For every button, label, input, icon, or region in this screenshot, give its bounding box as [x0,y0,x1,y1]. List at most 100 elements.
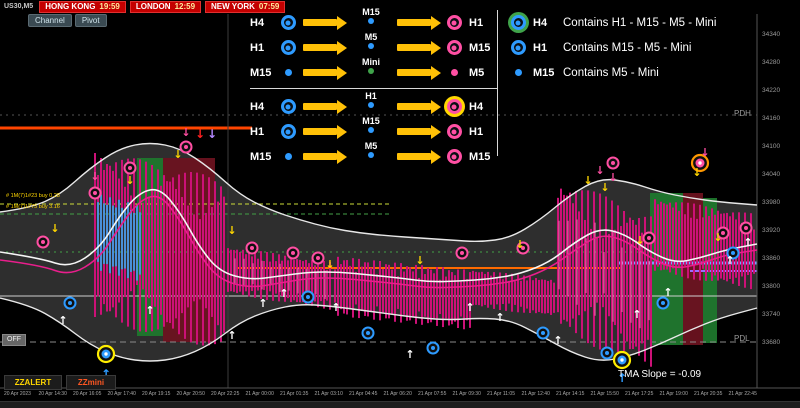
timeframe-from-label: H1 [250,125,265,138]
timeframe-legend: H4 M15 H1 H1 M5 M15 M15 Mini M5 H4 H1 H4 H1 M15 H1 M15 M… [250,7,795,168]
timeframe-from-label: H4 [250,16,265,29]
time-axis-label: 20 Apr 22:25 [211,391,240,397]
up-arrow-icon: ↑ [663,286,672,299]
down-arrow-icon: ↓ [713,231,722,244]
legend-contains-row: H1 Contains M15 - M5 - Mini [506,35,794,60]
arrow-right-icon [303,103,337,110]
clock-city-label: HONG KONG [45,2,96,11]
time-axis-label: 21 Apr 07:55 [418,391,447,397]
time-axis-label: 20 Apr 14:30 [39,391,68,397]
signal-circle-dot [521,246,525,250]
down-arrow-icon: ↓ [50,222,59,235]
clock-time-value: 19:59 [99,2,120,11]
zzmini-button[interactable]: ZZmini [66,375,116,390]
pivot-button[interactable]: Pivot [74,14,107,27]
channel-button[interactable]: Channel [28,14,72,27]
signal-circle-dot [316,256,320,260]
timeframe-to-icon [446,15,462,30]
zzalert-button[interactable]: ZZALERT [4,375,62,390]
via-timeframe-icon [368,127,374,133]
legend-divider-horizontal [250,88,497,89]
chart-toolbar: Channel Pivot [28,14,107,27]
timeframe-from-icon [280,99,296,114]
timeframe-to-label: H1 [469,125,484,138]
timeframe-to-icon-slot [444,69,464,76]
timeframe-to-icon [446,99,462,114]
signal-circle-dot [291,251,295,255]
legend-divider-vertical [497,10,498,156]
via-timeframe-label: M5 [364,141,378,151]
arrow-right-icon [303,128,337,135]
open-position-label: # 1M(7)1#23 buy 0.28 [6,193,60,199]
down-arrow-icon: ↓ [195,127,205,141]
time-axis-label: 20 Apr 20:50 [177,391,206,397]
signal-circle-dot [250,246,254,250]
time-axis-label: 21 Apr 04:45 [349,391,378,397]
timeframe-from-label: M15 [250,66,272,79]
symbol-label: US30,M5 [4,3,34,10]
via-timeframe: M15 [350,116,392,133]
world-clock: NEW YORK 07:59 [205,0,286,13]
timeframe-from-icon-slot [278,69,298,76]
tma-slope-label: TMA Slope = -0.09 [618,369,702,380]
timeframe-to-label: M15 [469,41,491,54]
time-axis-label: 21 Apr 14:15 [556,391,585,397]
timeframe-to-icon [446,40,462,55]
up-arrow-icon: ↑ [227,329,236,342]
tma-white-line [0,188,758,283]
timeframe-to-icon-slot [444,40,464,55]
up-arrow-icon: ↑ [725,254,734,267]
major-signal-dot [104,352,108,356]
via-timeframe-icon [368,43,374,49]
timeframe-from-icon [280,40,296,55]
down-arrow-icon: ↓ [325,258,334,271]
price-axis-label: 33980 [762,199,780,206]
contains-text: Contains M5 - Mini [563,66,659,79]
down-arrow-icon: ↓ [415,254,424,267]
via-timeframe: M5 [350,32,392,49]
timeframe-to-icon [446,124,462,139]
down-arrow-icon: ↓ [692,166,701,179]
timeframe-to-icon-slot [444,124,464,139]
down-arrow-icon: ↓ [181,126,190,139]
timeframe-to-label: M5 [469,66,485,79]
contains-timeframe-icon-slot [506,40,530,55]
signal-circle-dot [661,301,665,305]
time-axis-label: 21 Apr 20:35 [694,391,723,397]
timeframe-from-icon-slot [278,99,298,114]
signal-circle-dot [366,331,370,335]
time-axis-label: 21 Apr 01:35 [280,391,309,397]
signal-circle-dot [68,301,72,305]
signal-circle-dot [306,295,310,299]
contains-timeframe-label: H1 [533,41,548,54]
arrow-right-icon [303,69,337,76]
time-axis-label: 20 Apr 19:15 [142,391,171,397]
legend-contains-row: M15 Contains M5 - Mini [506,60,794,85]
contains-text: Contains H1 - M15 - M5 - Mini [563,16,717,29]
via-timeframe-icon [368,18,374,24]
via-timeframe-label: M5 [364,32,378,42]
up-arrow-icon: ↑ [331,301,340,314]
up-arrow-icon: ↑ [258,297,267,310]
world-clock: HONG KONG 19:59 [39,0,126,13]
price-axis-label: 34220 [762,87,780,94]
price-axis-label: 33680 [762,339,780,346]
down-arrow-icon: ↓ [583,174,592,187]
contains-timeframe-icon [510,15,526,30]
arrow-right-icon [397,44,431,51]
timeframe-to-icon-slot [444,99,464,114]
timeframe-to-label: H4 [469,100,484,113]
top-bar: US30,M5 HONG KONG 19:59 LONDON 12:59 NEW YOR… [0,0,286,13]
time-axis-label: 20 Apr 17:40 [108,391,137,397]
arrow-right-icon [303,44,337,51]
timeframe-from-label: H4 [250,100,265,113]
time-axis-label: 21 Apr 17:25 [625,391,654,397]
up-arrow-icon: ↑ [279,287,288,300]
off-button[interactable]: OFF [2,334,26,346]
up-arrow-icon: ↑ [553,334,562,347]
price-axis-label: 33920 [762,227,780,234]
contains-text: Contains M15 - M5 - Mini [563,41,692,54]
signal-circle-dot [128,166,132,170]
via-timeframe: M15 [350,7,392,24]
